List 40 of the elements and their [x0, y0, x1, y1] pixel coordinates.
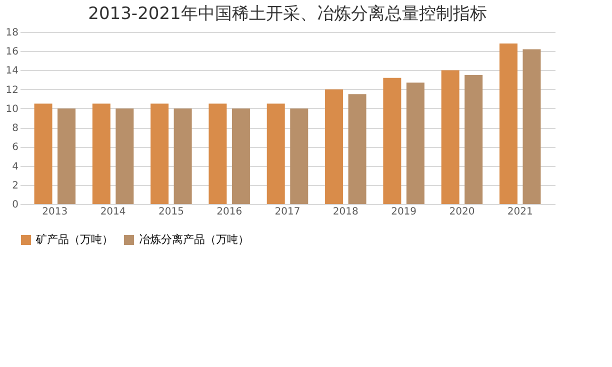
x-tick-label: 2014	[100, 206, 126, 218]
x-tick-label: 2021	[507, 206, 533, 218]
x-tick-label: 2017	[274, 206, 300, 218]
bar	[150, 104, 169, 204]
bar	[174, 108, 192, 204]
x-tick-label: 2019	[391, 206, 417, 218]
bar	[441, 70, 460, 204]
bar	[522, 49, 541, 204]
chart-title: 2013-2021年中国稀土开采、冶炼分离总量控制指标	[88, 4, 487, 24]
y-tick-label: 12	[6, 84, 18, 96]
x-tick-label: 2013	[42, 206, 68, 218]
x-tick-label: 2020	[449, 206, 475, 218]
y-tick-label: 0	[12, 200, 18, 210]
y-tick-label: 14	[6, 66, 18, 77]
bar	[348, 94, 366, 204]
y-tick-label: 4	[12, 161, 18, 172]
bar	[116, 108, 134, 204]
bar	[92, 104, 110, 204]
bar	[58, 108, 76, 204]
bar	[266, 104, 285, 204]
y-tick-label: 18	[6, 28, 18, 38]
bar	[406, 82, 424, 204]
legend-label: 冶炼分离产品（万吨）	[139, 233, 249, 246]
y-tick-label: 10	[6, 104, 18, 115]
x-tick-label: 2016	[216, 206, 242, 218]
x-tick-label: 2018	[332, 206, 358, 218]
bar	[208, 104, 227, 204]
bar	[325, 89, 344, 204]
x-tick-label: 2015	[158, 206, 184, 218]
bar	[499, 43, 518, 204]
bar	[383, 78, 402, 204]
bar	[34, 104, 52, 204]
y-tick-label: 2	[12, 180, 18, 192]
bar	[232, 108, 250, 204]
legend-label: 矿产品（万吨）	[35, 233, 113, 246]
bar	[464, 75, 483, 204]
y-tick-label: 8	[12, 123, 18, 134]
y-tick-label: 6	[12, 142, 18, 154]
bar	[290, 108, 308, 204]
y-tick-label: 16	[6, 46, 18, 58]
